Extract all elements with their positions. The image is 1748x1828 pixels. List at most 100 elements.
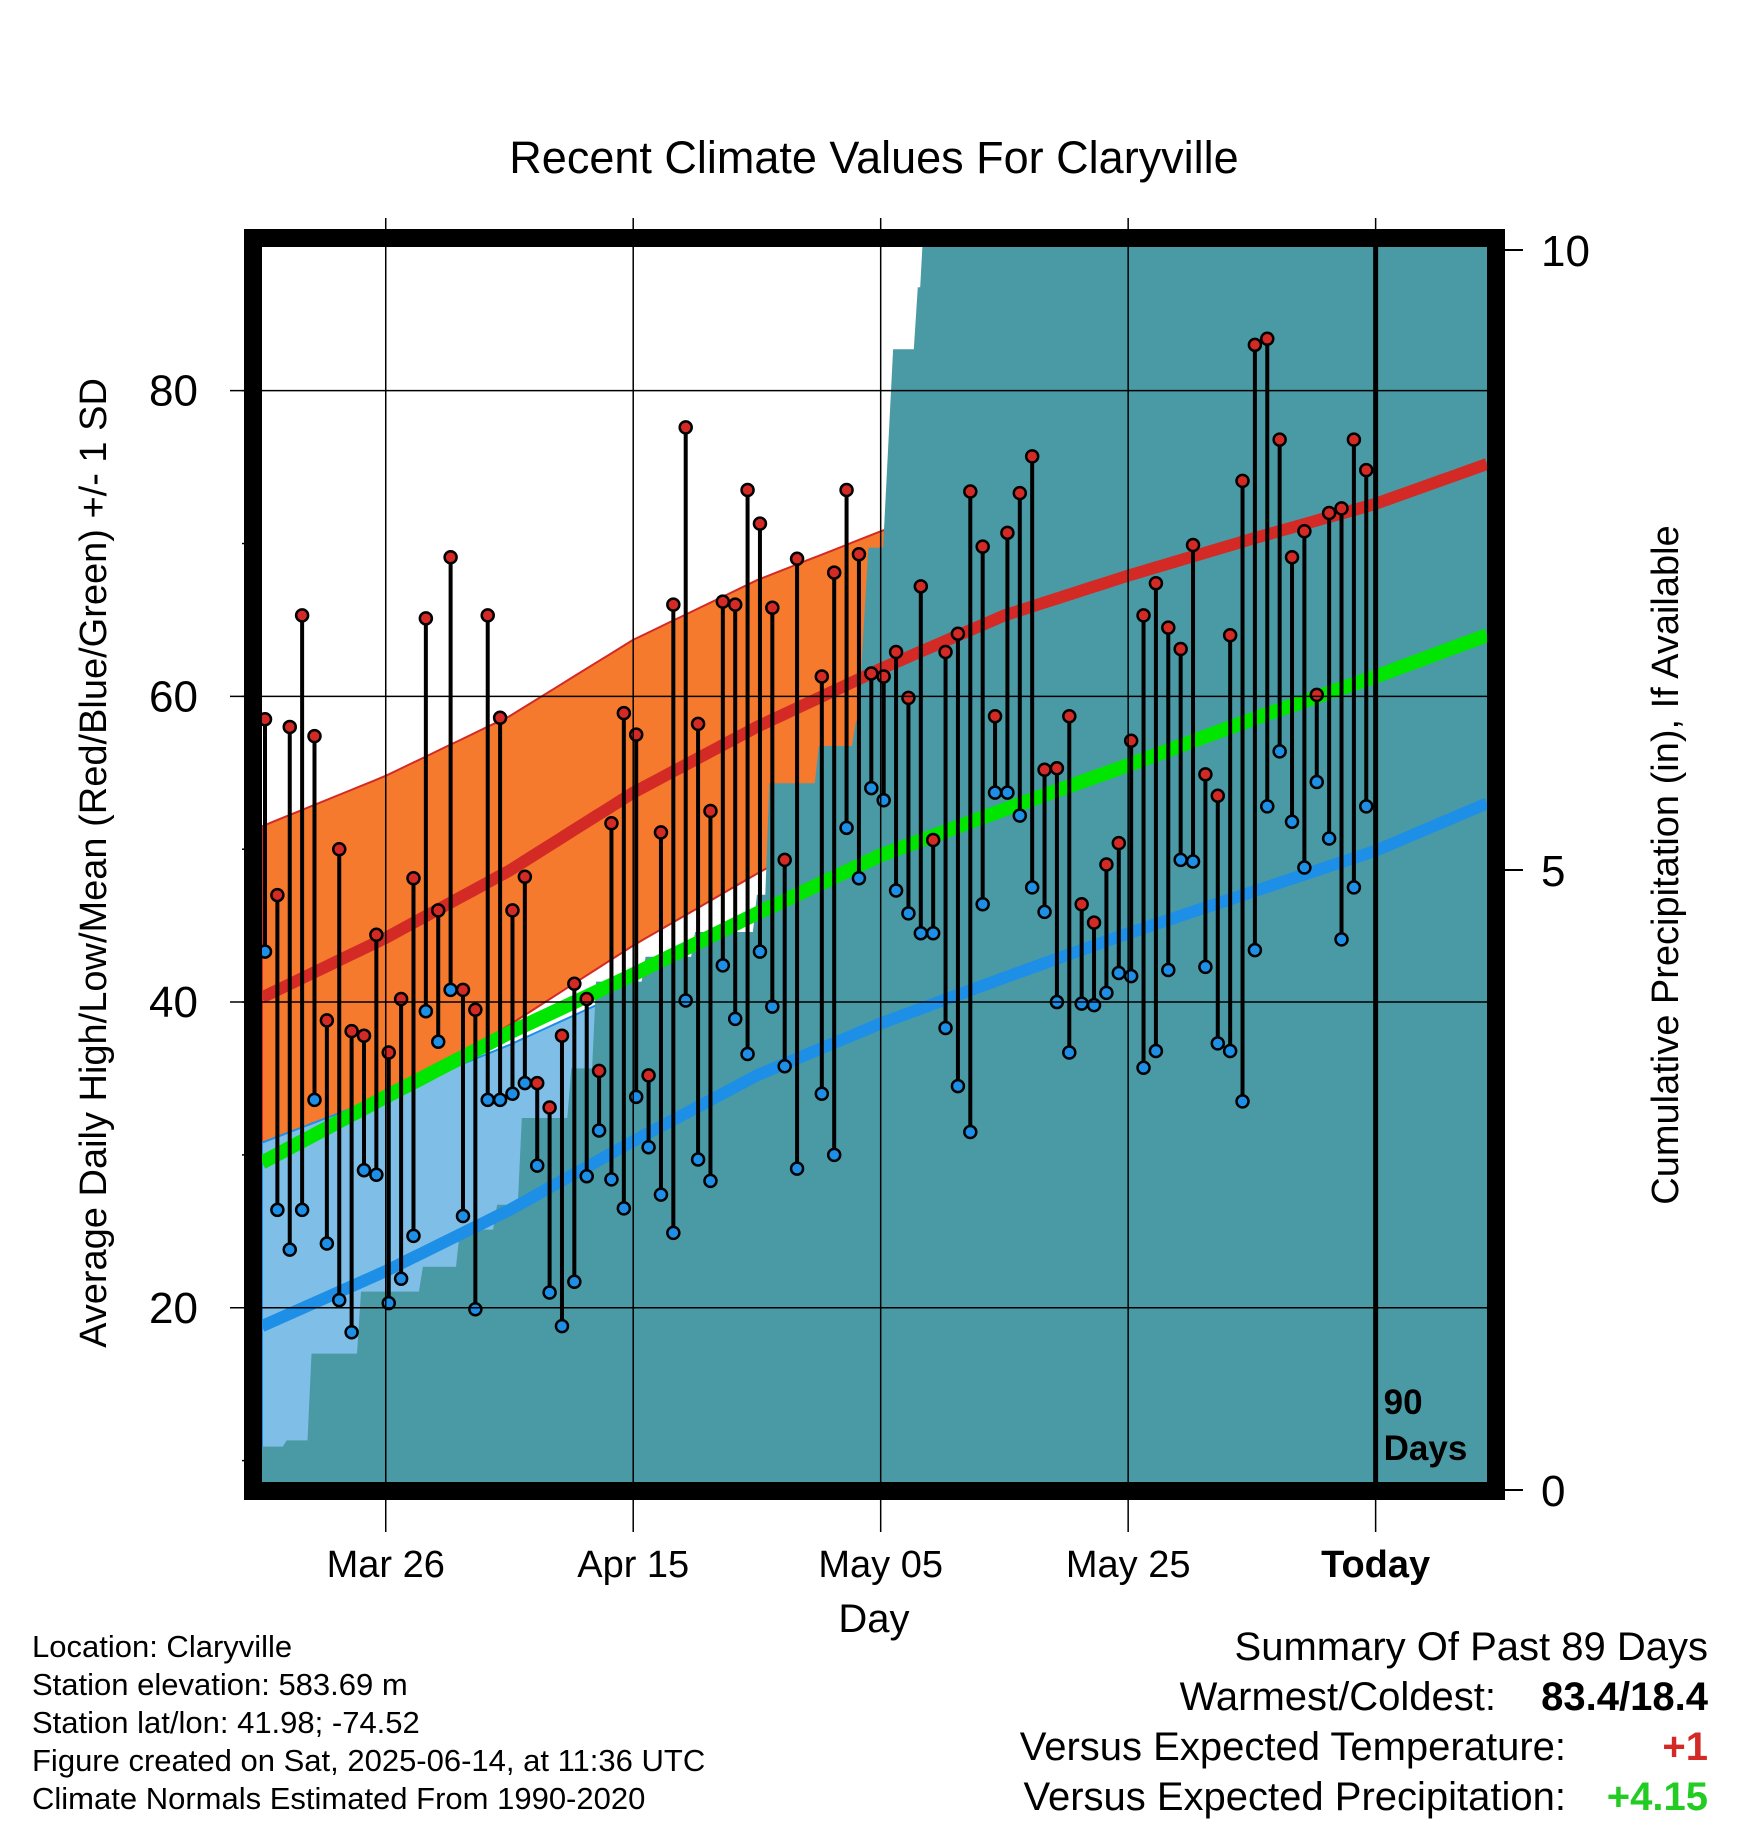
observed-high-point	[678, 420, 693, 435]
observed-low-point	[628, 1089, 644, 1105]
observed-low-point	[1297, 860, 1312, 875]
observed-low-point	[1185, 854, 1201, 869]
observed-high-point	[1086, 915, 1102, 930]
y2-tick-label: 10	[1541, 227, 1590, 276]
observed-low-point	[752, 944, 768, 959]
observed-low-point	[1359, 799, 1374, 814]
observed-high-point	[455, 982, 471, 998]
observed-low-point	[1037, 904, 1052, 920]
summary-title: Summary Of Past 89 Days	[1234, 1625, 1708, 1669]
observed-low-point	[740, 1046, 755, 1062]
observed-high-point	[641, 1068, 656, 1083]
observed-low-point	[492, 1092, 508, 1108]
temp-vs-expected-row: Versus Expected Temperature: +1	[1020, 1722, 1708, 1772]
observed-high-point	[1346, 432, 1362, 447]
observed-low-point	[1309, 774, 1325, 790]
plot-interior	[262, 247, 1487, 1482]
observed-low-point	[1136, 1060, 1151, 1076]
observed-low-point	[480, 1092, 495, 1108]
observed-high-point	[727, 597, 743, 612]
observed-low-point	[888, 883, 904, 898]
observed-high-point	[1161, 620, 1176, 635]
observed-high-point	[765, 600, 780, 615]
observed-high-point	[925, 832, 941, 848]
observed-high-point	[356, 1028, 372, 1043]
observed-high-point	[604, 815, 619, 831]
observed-low-point	[950, 1078, 966, 1094]
x-tick-label: Apr 15	[577, 1544, 689, 1586]
observed-high-point	[690, 716, 706, 732]
observed-high-point	[888, 644, 904, 660]
observed-low-point	[604, 1172, 619, 1187]
observed-high-point	[1321, 505, 1337, 521]
y-tick-label: 40	[149, 978, 198, 1027]
observed-high-point	[517, 869, 533, 884]
observed-low-point	[307, 1092, 322, 1108]
observed-high-point	[1260, 331, 1275, 346]
observed-high-point	[480, 608, 495, 623]
observed-low-point	[1099, 985, 1114, 1001]
observed-high-point	[938, 644, 953, 660]
observed-high-point	[542, 1100, 557, 1115]
observed-high-point	[1123, 733, 1139, 748]
observed-high-point	[752, 516, 768, 531]
observed-low-point	[517, 1075, 533, 1091]
observed-high-point	[1235, 473, 1250, 489]
x-tick-label: May 05	[818, 1544, 943, 1586]
observed-low-point	[356, 1162, 372, 1178]
observed-high-point	[307, 728, 322, 744]
observed-high-point	[1247, 337, 1263, 353]
observed-high-point	[740, 482, 755, 498]
observed-low-point	[1024, 880, 1040, 895]
observed-high-point	[492, 710, 508, 726]
observed-high-point	[282, 719, 297, 735]
observed-high-point	[666, 597, 681, 612]
x-tick-label: Mar 26	[327, 1544, 445, 1586]
observed-high-point	[1000, 525, 1015, 541]
observed-high-point	[1309, 687, 1325, 703]
observed-low-point	[765, 999, 780, 1014]
x-tick-label: May 25	[1066, 1544, 1191, 1586]
observed-low-point	[1086, 997, 1102, 1013]
observed-high-point	[616, 705, 632, 721]
observed-high-point	[331, 841, 347, 857]
observed-low-point	[1346, 880, 1362, 895]
summary-panel: Summary Of Past 89 Days Warmest/Coldest:…	[1020, 1622, 1708, 1822]
observed-low-point	[1173, 852, 1188, 868]
y2-axis-label: Cumulative Precipitation (in), If Availa…	[1645, 525, 1687, 1204]
y-tick-label: 60	[149, 672, 198, 721]
observed-low-point	[542, 1285, 557, 1300]
observed-low-point	[1012, 808, 1028, 823]
observed-low-point	[851, 871, 867, 886]
observed-low-point	[1222, 1043, 1238, 1059]
observed-low-point	[1161, 962, 1176, 978]
observed-low-point	[938, 1020, 953, 1036]
y2-tick-label: 5	[1541, 847, 1565, 896]
normals-text: Climate Normals Estimated From 1990-2020	[32, 1781, 646, 1816]
observed-low-point	[690, 1152, 706, 1167]
window-label-line2: Days	[1384, 1429, 1468, 1468]
observed-low-point	[1284, 814, 1300, 829]
observed-high-point	[443, 550, 458, 565]
observed-high-point	[418, 611, 434, 626]
observed-high-point	[1198, 767, 1213, 782]
y-axis-label: Average Daily High/Low/Mean (Red/Blue/Gr…	[73, 378, 115, 1348]
observed-high-point	[839, 482, 854, 498]
observed-low-point	[1198, 959, 1213, 975]
temp-vs-expected-value: +1	[1662, 1725, 1708, 1769]
observed-high-point	[1222, 627, 1238, 643]
observed-low-point	[913, 926, 929, 941]
observed-low-point	[1247, 942, 1263, 958]
observed-low-point	[262, 944, 273, 959]
observed-low-point	[430, 1034, 446, 1050]
observed-high-point	[963, 484, 978, 499]
observed-low-point	[443, 982, 458, 998]
observed-high-point	[864, 666, 879, 681]
observed-low-point	[616, 1201, 632, 1216]
observed-low-point	[529, 1158, 545, 1173]
location-text: Location: Claryville	[32, 1629, 293, 1664]
observed-low-point	[703, 1173, 718, 1189]
warmest-coldest-row: Warmest/Coldest: 83.4/18.4	[1020, 1672, 1708, 1722]
observed-high-point	[430, 903, 446, 918]
observed-high-point	[1359, 462, 1374, 478]
